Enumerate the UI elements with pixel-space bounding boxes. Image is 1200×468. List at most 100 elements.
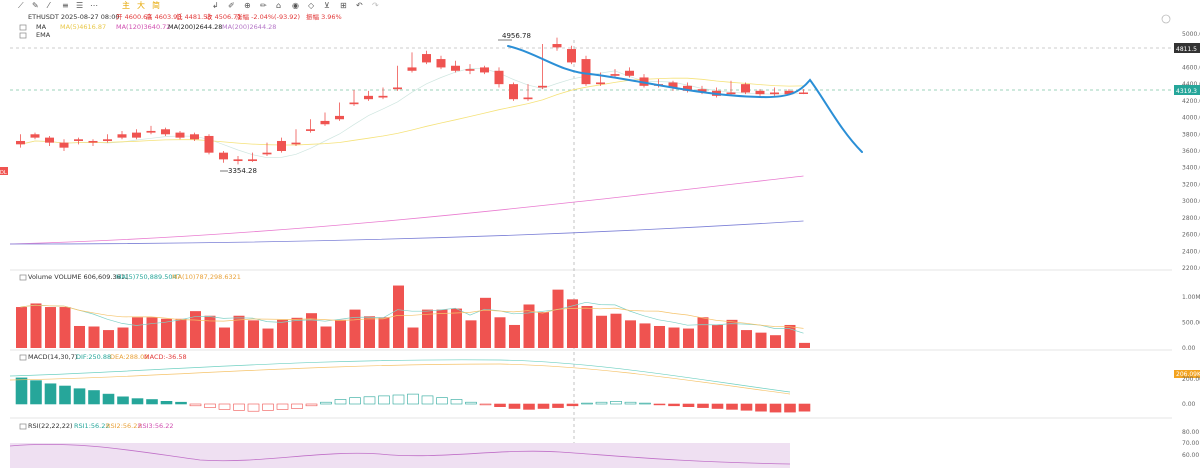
- volume-label: Volume VOLUME 606,609.3611: [28, 273, 129, 281]
- redo-icon[interactable]: ↷: [372, 1, 379, 10]
- amplitude-value: 振幅 3.96%: [306, 12, 342, 21]
- candle-body: [117, 134, 127, 138]
- macd-histogram-bar: [740, 403, 753, 411]
- volume-bar: [291, 317, 303, 348]
- macd-histogram-bar: [668, 403, 680, 407]
- hline-icon[interactable]: ☰: [76, 1, 84, 10]
- rsi2-value: RSI2:56.22: [106, 422, 142, 430]
- volume-bar: [248, 320, 259, 348]
- macd-histogram-bar: [523, 403, 535, 410]
- macd-label: MACD(14,30,7): [28, 353, 77, 361]
- candle-body: [378, 95, 388, 98]
- volume-bar: [639, 323, 651, 348]
- measure-icon[interactable]: ⋯: [90, 1, 98, 10]
- macd-histogram-bar: [15, 377, 28, 405]
- pen-icon[interactable]: ✎: [32, 1, 39, 10]
- ema-toggle-icon[interactable]: [19, 32, 27, 39]
- simple-label[interactable]: 简: [152, 1, 160, 10]
- macd-histogram-bar: [450, 399, 463, 405]
- volume-tag-text: 206.09K: [1176, 371, 1200, 378]
- price-tag-lower: 4319.3: [1174, 85, 1200, 95]
- macd-histogram-bar: [334, 399, 347, 405]
- price-tick-label: 2200.00: [1182, 265, 1200, 272]
- macd-histogram-bar: [494, 403, 506, 408]
- price-tick-label: 3600.00: [1182, 148, 1200, 155]
- candle-body: [16, 140, 25, 145]
- candle-body: [291, 142, 301, 145]
- macd-histogram-bar: [566, 403, 579, 407]
- rsi-toggle-icon[interactable]: [19, 423, 27, 430]
- high-annotation: 4956.78: [502, 32, 531, 40]
- candle-body: [320, 120, 330, 125]
- drawing-toolbar: ⟋ ✎ ⁄ ≡ ☰ ⋯ 主 大 简 ↲ ✐ ⊕ ✏ ⌂ ◉ ◇ ⊻ ⊞ ↶ ↷: [0, 0, 1200, 12]
- ma-toggle-icon[interactable]: [19, 24, 27, 31]
- macd-histogram-bar: [146, 399, 158, 405]
- brush-icon[interactable]: ✐: [228, 1, 235, 10]
- macd-histogram-bar: [711, 403, 724, 409]
- candle-body: [74, 139, 83, 141]
- volume-bar: [219, 327, 230, 348]
- volume-bar: [30, 303, 42, 348]
- macd-histogram-bar: [378, 395, 390, 405]
- macd-histogram-bar: [769, 403, 782, 413]
- volume-bar: [88, 326, 100, 348]
- price-tick-label: 3400.00: [1182, 165, 1200, 172]
- volume-bar: [683, 328, 694, 348]
- volume-bar: [741, 330, 752, 348]
- macd-histogram-bar: [218, 403, 231, 410]
- volume-bar: [480, 297, 491, 348]
- settings-icon[interactable]: ⊞: [340, 1, 347, 10]
- candle-body: [755, 90, 765, 95]
- candle-body: [683, 85, 692, 91]
- left-edge-tag-text: DL: [0, 170, 7, 176]
- volume-bar: [581, 306, 593, 348]
- large-label[interactable]: 大: [137, 1, 145, 10]
- candle-body: [335, 115, 344, 120]
- ma-short-line: [20, 77, 804, 146]
- volume-bar: [422, 309, 433, 348]
- ray-icon[interactable]: ⁄: [48, 1, 50, 10]
- volume-bar: [190, 311, 201, 348]
- candle-body: [349, 102, 359, 105]
- macd-toggle-icon[interactable]: [19, 354, 27, 361]
- macd-histogram-bar: [189, 403, 202, 407]
- candle-body: [233, 159, 243, 162]
- magnet-icon[interactable]: ⊕: [244, 1, 251, 10]
- macd-histogram-bar: [798, 403, 811, 412]
- volume-ma10-line: [20, 304, 804, 329]
- price-tick-label: 3000.00: [1182, 198, 1200, 205]
- volume-toggle-icon[interactable]: [19, 274, 27, 281]
- line-tool-icon[interactable]: ⟋: [18, 1, 24, 10]
- pencil-icon[interactable]: ✏: [260, 1, 267, 10]
- candle-body: [393, 87, 402, 90]
- volume-bar: [494, 317, 506, 348]
- volume-bar: [712, 324, 723, 348]
- volume-bar: [552, 289, 564, 348]
- macd-histogram-bar: [349, 397, 361, 405]
- left-edge-tag: [0, 167, 8, 175]
- volume-bar: [523, 304, 535, 348]
- ma200-line: [9, 220, 804, 245]
- channel-icon[interactable]: ≡: [62, 1, 69, 10]
- volume-tick-label: 0.00: [1182, 345, 1196, 352]
- price-tick-label: 5000.00: [1182, 31, 1200, 38]
- macd-histogram-bar: [175, 401, 187, 405]
- macd-histogram-bar: [552, 403, 564, 408]
- candle-body: [625, 70, 634, 76]
- volume-bar: [161, 318, 172, 348]
- macd-histogram-bar: [639, 402, 651, 405]
- rsi1-value: RSI1:56.22: [74, 422, 110, 430]
- trash-icon[interactable]: ◇: [308, 1, 315, 10]
- candle-body: [581, 59, 591, 85]
- macd-histogram-bar: [784, 403, 796, 413]
- main-chart-label[interactable]: 主: [122, 1, 130, 10]
- volume-bar: [509, 324, 520, 348]
- text-icon[interactable]: ↲: [212, 1, 219, 10]
- candle-body: [726, 92, 736, 95]
- volume-tick-label: 500.00K: [1182, 319, 1200, 326]
- undo-icon[interactable]: ↶: [356, 1, 363, 10]
- eye-icon[interactable]: ◉: [292, 1, 299, 10]
- filter-icon[interactable]: ⊻: [324, 1, 330, 10]
- lock-icon[interactable]: ⌂: [276, 1, 282, 10]
